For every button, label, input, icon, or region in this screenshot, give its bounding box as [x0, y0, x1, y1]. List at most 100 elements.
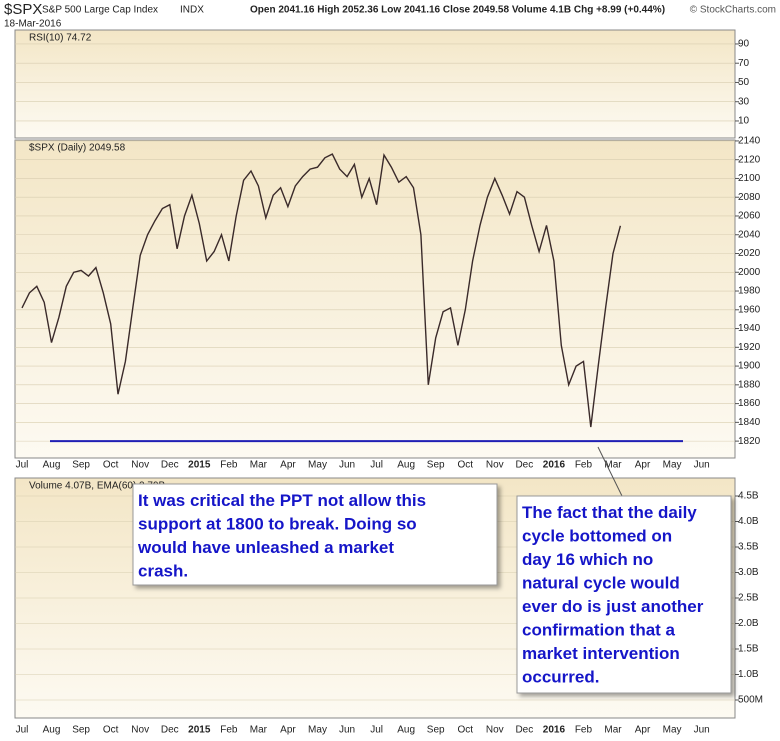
x-tick-label: Sep — [72, 725, 90, 736]
x-tick-label: Nov — [131, 725, 149, 736]
quote: Open 2041.16 High 2052.36 Low 2041.16 Cl… — [250, 5, 665, 16]
y-tick-label: 2040 — [738, 229, 761, 240]
x-tick-label: Oct — [103, 725, 119, 736]
x-tick-label: 2016 — [543, 725, 566, 736]
x-tick-label: Jun — [339, 460, 355, 471]
x-tick-label: Aug — [397, 460, 415, 471]
x-tick-label: Sep — [427, 725, 445, 736]
annotation-text: occurred. — [522, 668, 599, 687]
y-tick-label: 1940 — [738, 323, 761, 334]
annotation-text: The fact that the daily — [522, 503, 697, 522]
x-tick-label: Feb — [220, 460, 238, 471]
x-tick-label: Nov — [486, 725, 504, 736]
annotation-text: natural cycle would — [522, 574, 680, 593]
x-tick-label: Apr — [635, 725, 651, 736]
y-tick-label: 90 — [738, 39, 750, 50]
name: S&P 500 Large Cap Index — [42, 5, 158, 16]
y-tick-label: 1.0B — [738, 669, 759, 680]
y-tick-label: 2140 — [738, 136, 761, 147]
y-tick-label: 1840 — [738, 417, 761, 428]
y-tick-label: 2020 — [738, 248, 761, 259]
y-tick-label: 3.0B — [738, 567, 759, 578]
y-tick-label: 30 — [738, 96, 750, 107]
x-tick-label: Dec — [515, 725, 533, 736]
x-tick-label: Oct — [457, 460, 473, 471]
annotation-text: would have unleashed a market — [137, 538, 394, 557]
x-tick-label: Jul — [370, 460, 383, 471]
y-tick-label: 1880 — [738, 379, 761, 390]
x-tick-label: Apr — [280, 460, 296, 471]
x-tick-label: Dec — [515, 460, 533, 471]
x-tick-label: Dec — [161, 460, 179, 471]
annotation-box — [132, 483, 498, 586]
symbol: $SPX — [4, 1, 42, 18]
x-tick-label: Feb — [575, 725, 593, 736]
x-tick-label: Sep — [72, 460, 90, 471]
x-tick-label: May — [663, 725, 682, 736]
x-tick-label: Mar — [250, 460, 268, 471]
x-tick-label: Oct — [103, 460, 119, 471]
price-line — [21, 152, 622, 428]
y-tick-label: 10 — [738, 116, 750, 127]
y-tick-label: 1960 — [738, 304, 761, 315]
annotation-box — [516, 495, 732, 694]
y-tick-label: 2100 — [738, 173, 761, 184]
x-tick-label: Apr — [635, 460, 651, 471]
x-tick-label: Apr — [280, 725, 296, 736]
x-tick-label: Jun — [694, 725, 710, 736]
y-tick-label: 1920 — [738, 342, 761, 353]
y-tick-label: 1860 — [738, 398, 761, 409]
x-tick-label: Mar — [604, 460, 622, 471]
x-tick-label: 2016 — [543, 460, 566, 471]
date: 18-Mar-2016 — [4, 19, 62, 30]
y-tick-label: 50 — [738, 77, 750, 88]
annotation-text: ever do is just another — [522, 597, 704, 616]
x-tick-label: Feb — [220, 725, 238, 736]
x-tick-label: May — [663, 460, 682, 471]
panel-label: $SPX (Daily) 2049.58 — [29, 143, 126, 154]
x-tick-label: May — [308, 460, 327, 471]
y-tick-label: 70 — [738, 58, 750, 69]
annotation-text: It was critical the PPT not allow this — [138, 491, 426, 510]
x-tick-label: Oct — [457, 725, 473, 736]
x-tick-label: Aug — [43, 460, 61, 471]
panel-label: Volume 4.07B, EMA(60) 2.79B — [29, 481, 166, 492]
y-tick-label: 3.5B — [738, 542, 759, 553]
y-tick-label: 2120 — [738, 154, 761, 165]
y-tick-label: 2.0B — [738, 618, 759, 629]
y-tick-label: 4.0B — [738, 516, 759, 527]
y-tick-label: 2.5B — [738, 593, 759, 604]
y-tick-label: 1820 — [738, 436, 761, 447]
y-tick-label: 1980 — [738, 286, 761, 297]
x-tick-label: Sep — [427, 460, 445, 471]
x-tick-label: Nov — [486, 460, 504, 471]
y-tick-label: 1900 — [738, 361, 761, 372]
x-tick-label: May — [308, 725, 327, 736]
x-tick-label: Jul — [16, 460, 29, 471]
arrow — [597, 446, 623, 497]
x-tick-label: Aug — [43, 725, 61, 736]
annotation-text: confirmation that a — [522, 621, 676, 640]
annotation-text: market intervention — [522, 644, 680, 663]
x-tick-label: Mar — [250, 725, 268, 736]
panel-label: RSI(10) 74.72 — [29, 33, 92, 44]
credit: © StockCharts.com — [690, 5, 776, 16]
annotation-text: day 16 which no — [522, 550, 653, 569]
exchange: INDX — [180, 5, 204, 16]
annotation-text: crash. — [138, 562, 188, 581]
rsi-panel — [14, 29, 736, 139]
y-tick-label: 1.5B — [738, 644, 759, 655]
x-tick-label: Feb — [575, 460, 593, 471]
x-tick-label: Jun — [339, 725, 355, 736]
x-tick-label: Nov — [131, 460, 149, 471]
y-tick-label: 500M — [738, 695, 763, 706]
y-tick-label: 4.5B — [738, 491, 759, 502]
x-tick-label: Jun — [694, 460, 710, 471]
x-tick-label: Jul — [370, 725, 383, 736]
x-tick-label: Jul — [16, 725, 29, 736]
annotation-text: cycle bottomed on — [522, 527, 672, 546]
x-tick-label: Aug — [397, 725, 415, 736]
x-tick-label: 2015 — [188, 460, 211, 471]
x-tick-label: Dec — [161, 725, 179, 736]
